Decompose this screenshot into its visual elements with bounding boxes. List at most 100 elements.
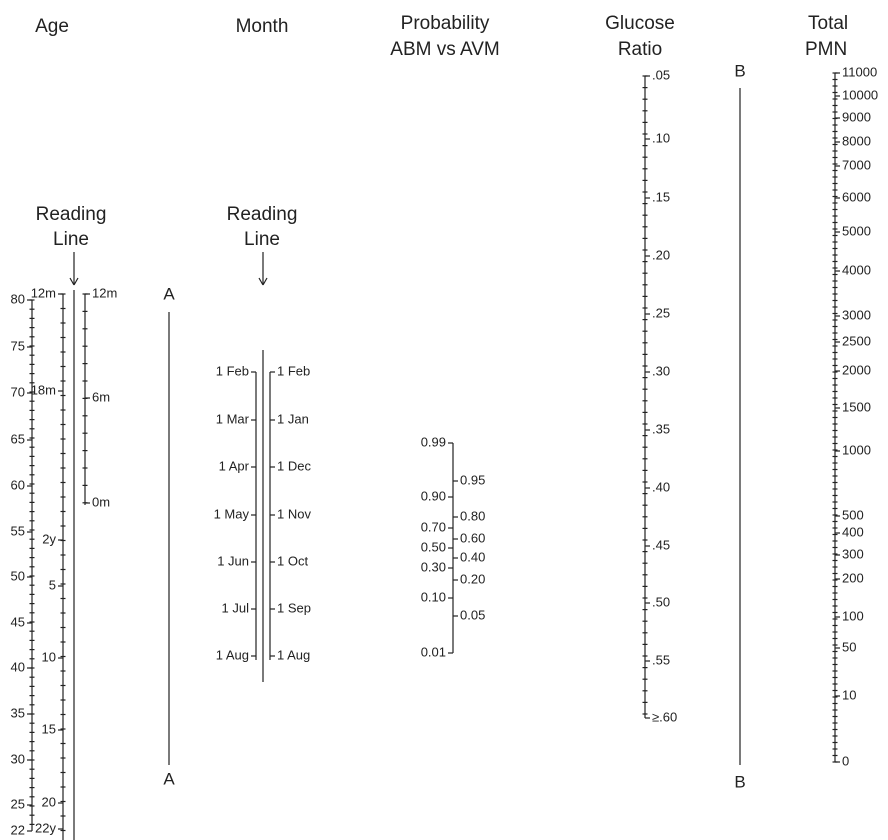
- scale-label: .20: [652, 247, 670, 262]
- scale-label: 18m: [31, 382, 56, 397]
- scale-label: 8000: [842, 133, 871, 148]
- scale-label: 10000: [842, 87, 878, 102]
- scale-label: 10: [842, 687, 856, 702]
- line-label: A: [163, 769, 175, 788]
- scale-label: .30: [652, 363, 670, 378]
- scale-label: 0.80: [460, 508, 485, 523]
- scale-label: 100: [842, 608, 864, 623]
- reading-line-label: Reading: [227, 204, 298, 225]
- header: Probability: [401, 13, 490, 34]
- scale-label: .15: [652, 189, 670, 204]
- scale-label: 9000: [842, 109, 871, 124]
- scale-label: 0.20: [460, 571, 485, 586]
- scale-label: 60: [11, 477, 25, 492]
- scale-label: 1 May: [214, 506, 250, 521]
- scale-label: .45: [652, 537, 670, 552]
- scale-label: 1000: [842, 442, 871, 457]
- scale-label: 20: [42, 794, 56, 809]
- scale-label: 7000: [842, 157, 871, 172]
- scale-label: 400: [842, 524, 864, 539]
- scale-label: 22y: [35, 820, 56, 835]
- scale-label: 5: [49, 577, 56, 592]
- scale-label: 0.60: [460, 530, 485, 545]
- scale-label: 1 Mar: [216, 411, 250, 426]
- scale-label: 5000: [842, 223, 871, 238]
- scale-label: 0.70: [421, 519, 446, 534]
- scale-label: 11000: [842, 64, 877, 79]
- scale-label: 1 Jun: [217, 553, 249, 568]
- scale-label: 55: [11, 523, 25, 538]
- scale-label: .25: [652, 305, 670, 320]
- header: Total: [808, 13, 848, 34]
- scale-label: 22: [11, 822, 25, 837]
- scale-label: 10: [42, 649, 56, 664]
- scale-label: 200: [842, 570, 864, 585]
- scale-label: 1 Aug: [216, 647, 249, 662]
- scale-label: 1 Aug: [277, 647, 310, 662]
- scale-label: 40: [11, 659, 25, 674]
- scale-label: 0: [842, 753, 849, 768]
- scale-label: .05: [652, 67, 670, 82]
- scale-label: 1 Sep: [277, 600, 311, 615]
- scale-label: 0.90: [421, 488, 446, 503]
- scale-label: 0.10: [421, 589, 446, 604]
- scale-label: 25: [11, 796, 25, 811]
- scale-label: 12m: [31, 285, 56, 300]
- scale-label: 300: [842, 546, 864, 561]
- scale-label: ≥.60: [652, 709, 677, 724]
- scale-label: 70: [11, 384, 25, 399]
- scale-label: 6000: [842, 189, 871, 204]
- scale-label: 0.99: [421, 434, 446, 449]
- scale-label: 4000: [842, 262, 871, 277]
- reading-line-label: Line: [53, 229, 89, 250]
- scale-label: 6m: [92, 389, 110, 404]
- scale-label: 3000: [842, 307, 871, 322]
- scale-label: .10: [652, 130, 670, 145]
- scale-label: 500: [842, 507, 864, 522]
- scale-label: 75: [11, 338, 25, 353]
- scale-label: 15: [42, 721, 56, 736]
- scale-label: 0.30: [421, 559, 446, 574]
- scale-label: 0m: [92, 494, 110, 509]
- scale-label: .50: [652, 594, 670, 609]
- scale-label: 2y: [42, 531, 56, 546]
- scale-label: 1 Oct: [277, 553, 308, 568]
- header: ABM vs AVM: [390, 39, 499, 60]
- scale-label: 1 Jul: [222, 600, 250, 615]
- line-label: B: [734, 61, 745, 80]
- scale-label: 0.95: [460, 472, 485, 487]
- scale-label: 0.01: [421, 644, 446, 659]
- scale-label: 30: [11, 751, 25, 766]
- scale-label: 0.05: [460, 607, 485, 622]
- arrow: [69, 252, 268, 286]
- scale-label: 2000: [842, 362, 871, 377]
- scale-label: 1 Dec: [277, 458, 311, 473]
- scale-label: 1 Jan: [277, 411, 309, 426]
- scale-label: 1 Apr: [219, 458, 250, 473]
- scale-label: 50: [842, 639, 856, 654]
- reading-line-label: Reading: [36, 204, 107, 225]
- header: Month: [236, 16, 289, 37]
- scale-label: 2500: [842, 333, 871, 348]
- line-label: A: [163, 284, 175, 303]
- scale-label: .40: [652, 479, 670, 494]
- scale-label: 1 Feb: [216, 363, 249, 378]
- scale-label: 80: [11, 291, 25, 306]
- scale-label: 0.50: [421, 539, 446, 554]
- scale-label: 35: [11, 705, 25, 720]
- reading-line-label: Line: [244, 229, 280, 250]
- header: Ratio: [618, 39, 662, 60]
- scale-label: 1 Nov: [277, 506, 311, 521]
- scale-label: 12m: [92, 285, 117, 300]
- header: Glucose: [605, 13, 675, 34]
- line-label: B: [734, 772, 745, 791]
- scale-label: 65: [11, 431, 25, 446]
- scale-label: .35: [652, 421, 670, 436]
- scale-label: 1 Feb: [277, 363, 310, 378]
- scale-label: 1500: [842, 399, 871, 414]
- scale-label: 0.40: [460, 549, 485, 564]
- header: Age: [35, 16, 69, 37]
- scale-label: 50: [11, 568, 25, 583]
- scale-label: .55: [652, 652, 670, 667]
